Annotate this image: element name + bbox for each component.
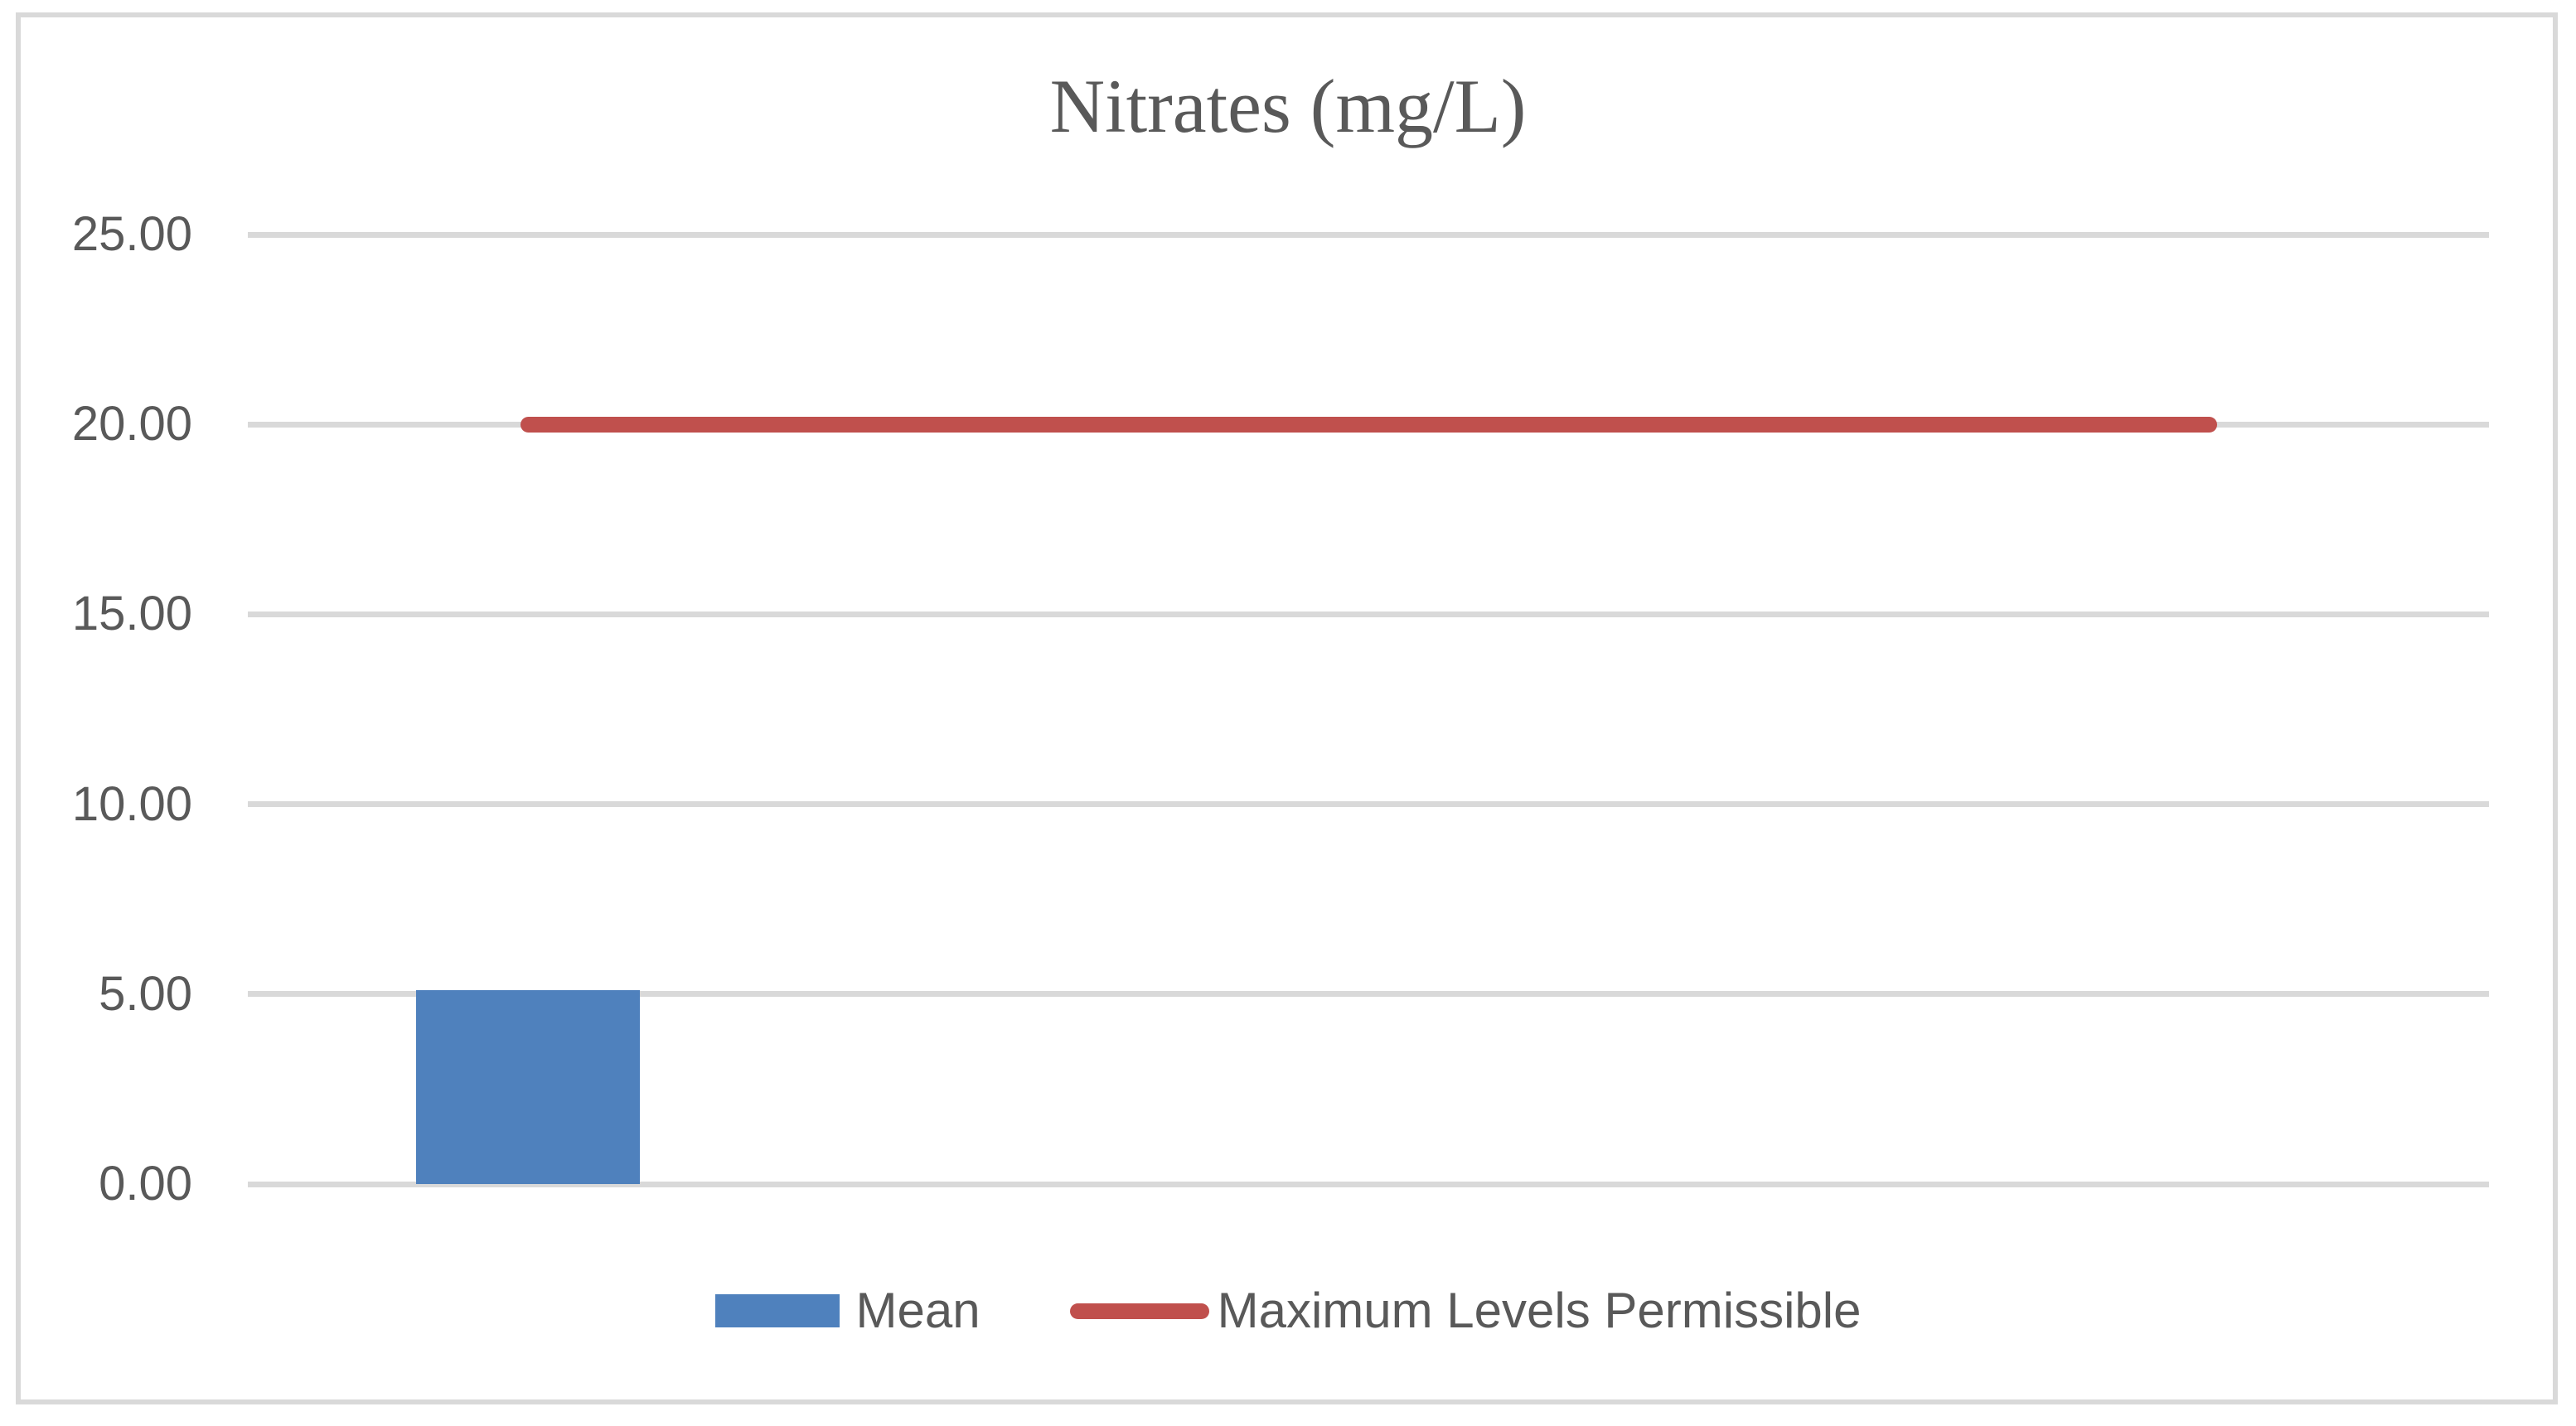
gridline <box>248 611 2489 617</box>
chart-frame <box>16 12 2558 1404</box>
y-tick-label: 5.00 <box>99 966 192 1021</box>
y-tick-label: 15.00 <box>71 587 192 641</box>
gridline <box>248 1181 2489 1187</box>
y-axis: 0.00 5.00 10.00 15.00 20.00 25.00 <box>0 210 192 1208</box>
legend-bar-swatch-icon <box>714 1294 840 1327</box>
plot-area <box>248 231 2489 1187</box>
legend-label-maximum-levels-permissible: Maximum Levels Permissible <box>1217 1283 1862 1338</box>
bar-mean <box>415 990 641 1184</box>
legend-line-swatch-icon <box>1069 1303 1209 1319</box>
y-tick-label: 20.00 <box>71 397 192 452</box>
legend: Mean Maximum Levels Permissible <box>0 1286 2576 1336</box>
y-tick-label: 10.00 <box>71 776 192 831</box>
y-tick-label: 0.00 <box>99 1157 192 1211</box>
y-tick-label: 25.00 <box>71 207 192 261</box>
gridline <box>248 801 2489 808</box>
gridline <box>248 991 2489 998</box>
legend-item-mean: Mean <box>714 1283 981 1338</box>
chart-title: Nitrates (mg/L) <box>1049 64 1527 148</box>
line-maximum-levels-permissible <box>520 416 2217 433</box>
legend-item-maximum-levels-permissible: Maximum Levels Permissible <box>1069 1283 1862 1338</box>
legend-label-mean: Mean <box>855 1283 981 1338</box>
gridline <box>248 231 2489 238</box>
